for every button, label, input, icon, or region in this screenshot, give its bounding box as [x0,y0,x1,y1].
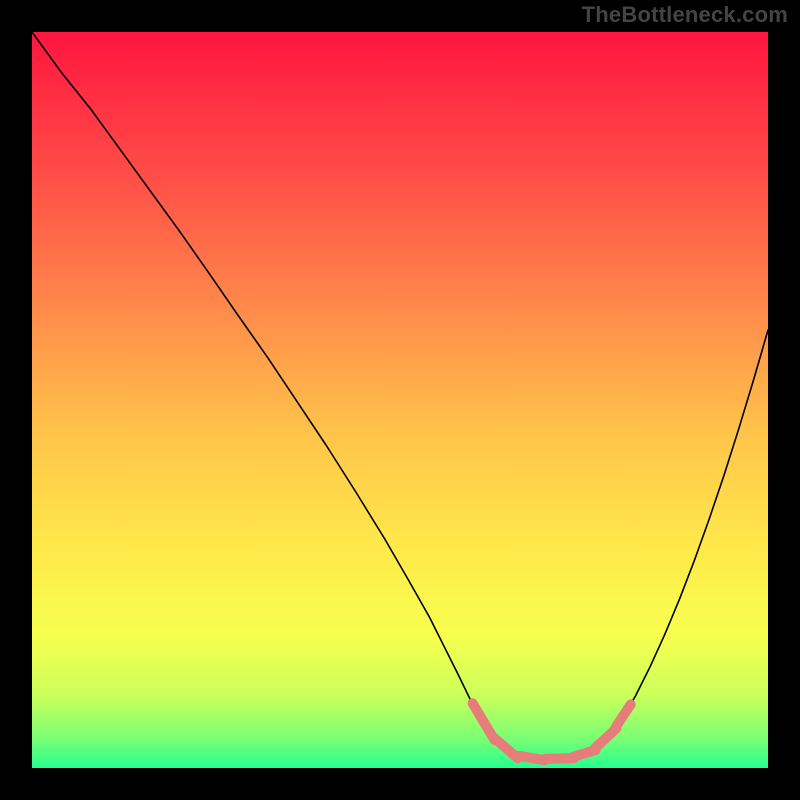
chart-outer-frame: TheBottleneck.com [0,0,800,800]
gradient-background [32,32,768,768]
watermark-text: TheBottleneck.com [582,2,788,28]
plot-area [32,32,768,768]
